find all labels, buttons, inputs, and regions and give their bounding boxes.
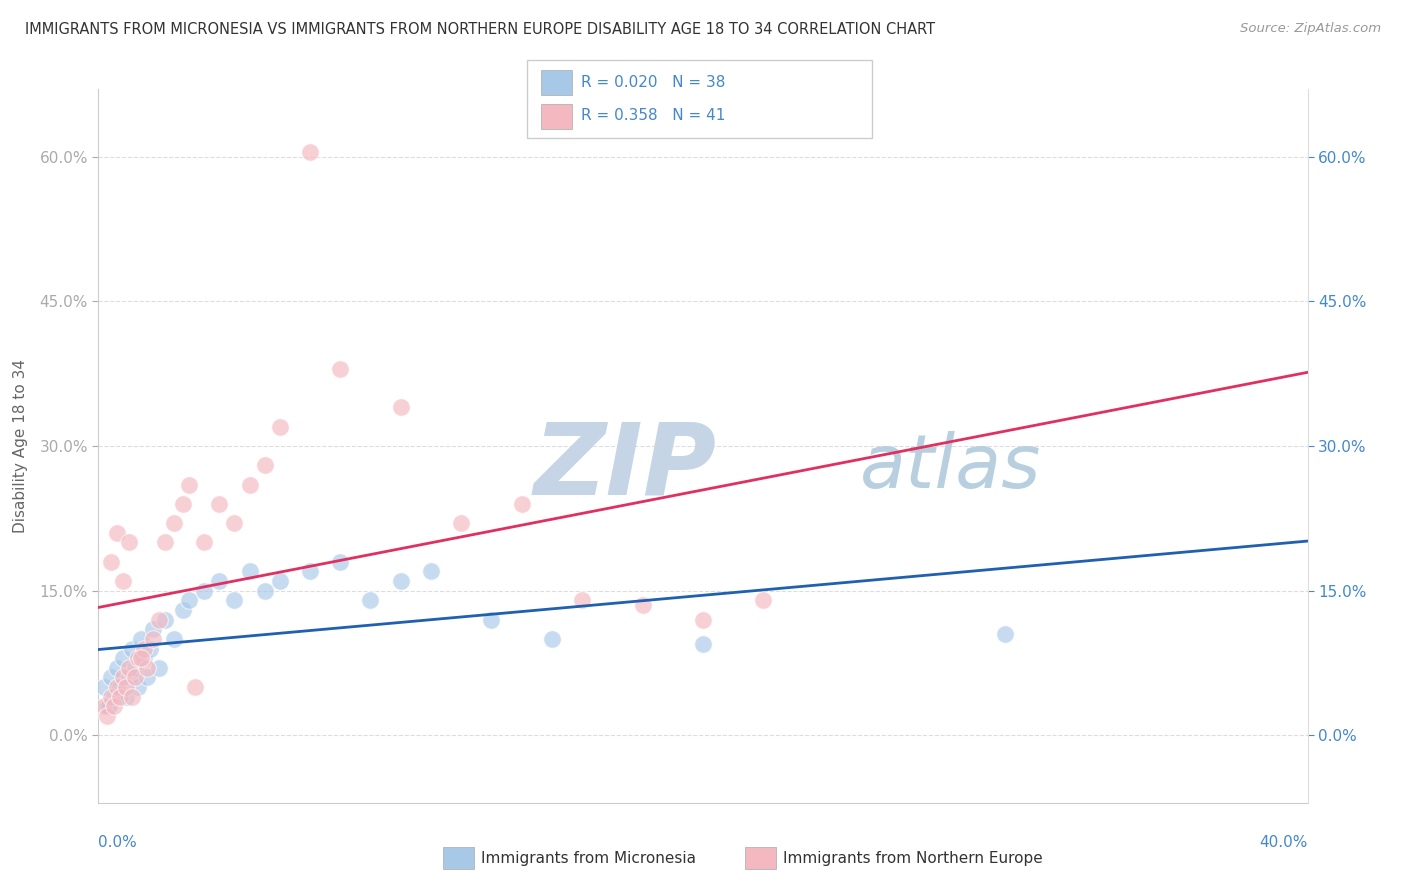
Point	[540, 632, 562, 646]
Point	[111, 651, 134, 665]
Point	[127, 651, 149, 665]
Point	[96, 709, 118, 723]
Point	[269, 574, 291, 588]
Point	[224, 593, 246, 607]
Point	[450, 516, 472, 530]
Point	[124, 661, 146, 675]
Point	[132, 641, 155, 656]
Text: Immigrants from Micronesia: Immigrants from Micronesia	[481, 851, 696, 865]
Point	[571, 593, 593, 607]
Point	[96, 699, 118, 714]
Text: ZIP: ZIP	[534, 419, 717, 516]
Point	[510, 497, 533, 511]
Y-axis label: Disability Age 18 to 34: Disability Age 18 to 34	[14, 359, 28, 533]
Point	[111, 574, 134, 588]
Point	[142, 632, 165, 646]
Point	[193, 535, 215, 549]
Point	[208, 497, 231, 511]
Point	[692, 637, 714, 651]
Point	[114, 680, 136, 694]
Point	[127, 680, 149, 694]
Point	[114, 690, 136, 704]
Point	[108, 680, 131, 694]
Point	[299, 145, 322, 159]
Point	[193, 583, 215, 598]
Point	[994, 627, 1017, 641]
Point	[299, 565, 322, 579]
Text: R = 0.020   N = 38: R = 0.020 N = 38	[581, 75, 725, 89]
Point	[105, 661, 128, 675]
Point	[389, 401, 412, 415]
Point	[329, 362, 352, 376]
Point	[93, 699, 115, 714]
Point	[100, 555, 122, 569]
Point	[163, 516, 186, 530]
Point	[269, 419, 291, 434]
Point	[481, 613, 503, 627]
Point	[153, 535, 176, 549]
Point	[103, 699, 125, 714]
Point	[360, 593, 382, 607]
Point	[239, 477, 262, 491]
Point	[631, 598, 654, 612]
Point	[420, 565, 443, 579]
Text: 40.0%: 40.0%	[1260, 836, 1308, 850]
Point	[224, 516, 246, 530]
Text: R = 0.358   N = 41: R = 0.358 N = 41	[581, 109, 725, 123]
Point	[179, 593, 201, 607]
Point	[121, 641, 143, 656]
Point	[389, 574, 412, 588]
Point	[103, 690, 125, 704]
Point	[179, 477, 201, 491]
Point	[148, 661, 170, 675]
Text: Immigrants from Northern Europe: Immigrants from Northern Europe	[783, 851, 1043, 865]
Point	[172, 497, 194, 511]
Text: atlas: atlas	[860, 432, 1042, 503]
Point	[124, 670, 146, 684]
Point	[105, 680, 128, 694]
Text: Source: ZipAtlas.com: Source: ZipAtlas.com	[1240, 22, 1381, 36]
Point	[139, 641, 162, 656]
Point	[184, 680, 207, 694]
Text: 0.0%: 0.0%	[98, 836, 138, 850]
Point	[129, 632, 152, 646]
Point	[135, 670, 157, 684]
Point	[118, 661, 141, 675]
Point	[135, 661, 157, 675]
Point	[108, 690, 131, 704]
Point	[692, 613, 714, 627]
Point	[163, 632, 186, 646]
Point	[153, 613, 176, 627]
Point	[329, 555, 352, 569]
Point	[118, 670, 141, 684]
Point	[105, 525, 128, 540]
Point	[142, 622, 165, 636]
Point	[100, 690, 122, 704]
Point	[208, 574, 231, 588]
Point	[121, 690, 143, 704]
Point	[111, 670, 134, 684]
Point	[98, 699, 121, 714]
Point	[752, 593, 775, 607]
Point	[253, 458, 276, 473]
Point	[93, 680, 115, 694]
Point	[253, 583, 276, 598]
Point	[118, 535, 141, 549]
Point	[148, 613, 170, 627]
Point	[132, 651, 155, 665]
Point	[129, 651, 152, 665]
Text: IMMIGRANTS FROM MICRONESIA VS IMMIGRANTS FROM NORTHERN EUROPE DISABILITY AGE 18 : IMMIGRANTS FROM MICRONESIA VS IMMIGRANTS…	[25, 22, 935, 37]
Point	[172, 603, 194, 617]
Point	[239, 565, 262, 579]
Point	[100, 670, 122, 684]
